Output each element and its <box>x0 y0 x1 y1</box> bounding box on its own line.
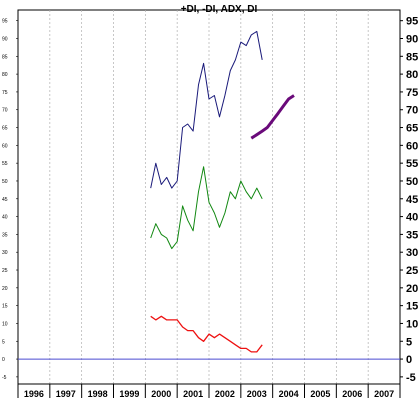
y-tick-label-left: 75 <box>2 90 8 96</box>
y-tick-label-left: 40 <box>2 215 8 221</box>
y-tick-label-right: 80 <box>406 69 418 81</box>
y-tick-label-right: 95 <box>406 16 418 28</box>
y-tick-label-left: 55 <box>2 161 8 167</box>
x-tick-label: 1997 <box>56 389 76 399</box>
y-tick-label-right: 65 <box>406 123 418 135</box>
y-tick-label-right: 15 <box>406 301 418 313</box>
y-tick-label-left: 60 <box>2 143 8 149</box>
y-tick-label-left: 50 <box>2 179 8 185</box>
series-line-0 <box>150 30 263 189</box>
y-tick-label-right: 85 <box>406 51 418 63</box>
x-tick-label: 2005 <box>310 389 330 399</box>
plot-frame <box>17 9 401 385</box>
y-tick-label-left: 65 <box>2 126 8 132</box>
x-tick-label: 2006 <box>342 389 362 399</box>
x-tick-label: 2007 <box>374 389 394 399</box>
y-tick-label-right: 25 <box>406 265 418 277</box>
y-tick-label-right: 45 <box>406 194 418 206</box>
y-tick-label-right: 70 <box>406 105 418 117</box>
y-tick-label-left: 20 <box>2 286 8 292</box>
y-tick-label-left: 5 <box>2 339 5 345</box>
x-tick-label: 2000 <box>151 389 171 399</box>
y-tick-label-left: 45 <box>2 197 8 203</box>
y-tick-label-left: -5 <box>2 375 7 381</box>
y-tick-label-right: 50 <box>406 176 418 188</box>
series-line-2 <box>150 315 263 353</box>
y-tick-label-right: 40 <box>406 212 418 224</box>
series-line-1 <box>150 166 263 250</box>
x-tick-label: 2003 <box>247 389 267 399</box>
y-tick-label-left: 95 <box>2 19 8 25</box>
y-tick-label-left: 80 <box>2 72 8 78</box>
y-tick-label-right: 5 <box>406 336 412 348</box>
y-tick-label-left: 25 <box>2 268 8 274</box>
y-tick-label-right: 35 <box>406 229 418 241</box>
y-tick-label-left: 0 <box>2 357 5 363</box>
y-tick-label-right: 55 <box>406 158 418 170</box>
y-tick-label-right: 75 <box>406 87 418 99</box>
y-tick-label-left: 35 <box>2 232 8 238</box>
y-tick-label-left: 10 <box>2 321 8 327</box>
x-tick-label: 2002 <box>215 389 235 399</box>
y-tick-label-right: 0 <box>406 354 412 366</box>
x-tick-label: 1996 <box>24 389 44 399</box>
x-tick-label: 2004 <box>279 389 299 399</box>
y-tick-label-left: 70 <box>2 108 8 114</box>
y-tick-label-left: 85 <box>2 54 8 60</box>
x-tick-label: 2001 <box>183 389 203 399</box>
y-tick-label-right: 30 <box>406 247 418 259</box>
y-tick-label-right: 90 <box>406 33 418 45</box>
chart-title: +DI, -DI, ADX, DI <box>181 4 258 15</box>
x-tick-label: 1998 <box>88 389 108 399</box>
y-tick-label-left: 15 <box>2 304 8 310</box>
y-tick-label-right: 10 <box>406 318 418 330</box>
series-line-3 <box>250 94 295 140</box>
y-tick-label-right: -5 <box>406 372 416 384</box>
y-tick-label-right: 60 <box>406 140 418 152</box>
x-tick-label: 1999 <box>119 389 139 399</box>
y-tick-label-left: 30 <box>2 250 8 256</box>
y-tick-label-right: 20 <box>406 283 418 295</box>
y-tick-label-left: 90 <box>2 36 8 42</box>
